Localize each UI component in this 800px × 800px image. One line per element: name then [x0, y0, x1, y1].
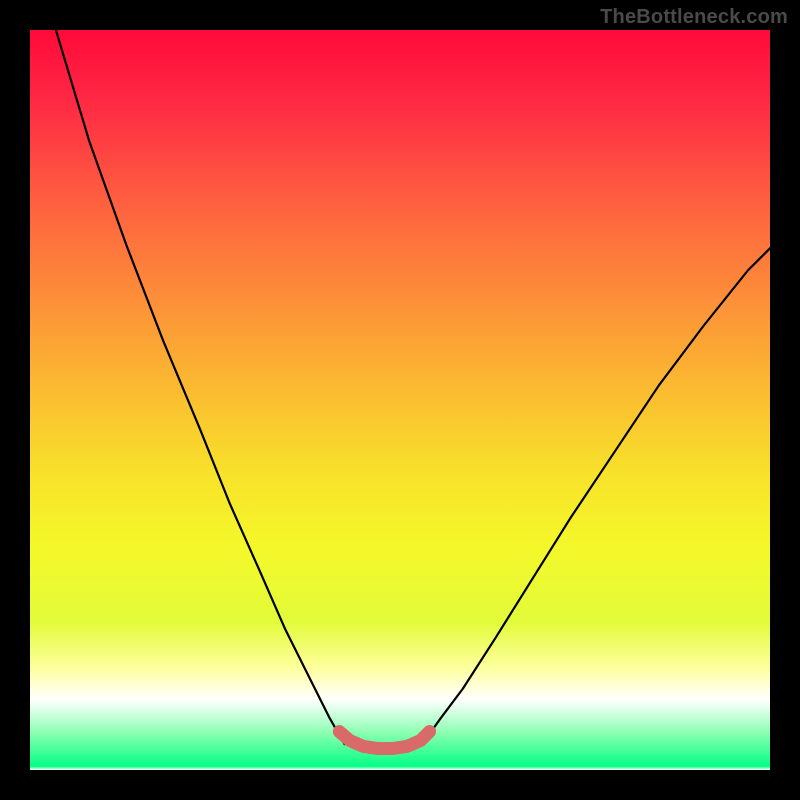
watermark-text: TheBottleneck.com — [600, 6, 788, 29]
bottleneck-curve-chart — [0, 0, 800, 800]
gradient-background — [30, 30, 770, 770]
chart-canvas: TheBottleneck.com — [0, 0, 800, 800]
